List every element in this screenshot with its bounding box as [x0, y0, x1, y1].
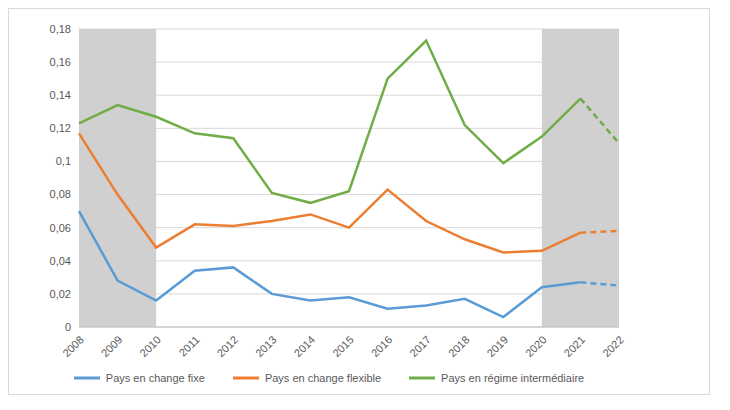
svg-text:0,1: 0,1	[56, 155, 71, 167]
svg-text:0,14: 0,14	[50, 89, 71, 101]
html-text:Pays en change fixe: Pays en change fixe	[105, 372, 205, 384]
svg-text:2022: 2022	[600, 333, 626, 359]
svg-text:2010: 2010	[137, 333, 163, 359]
svg-text:2009: 2009	[99, 333, 125, 359]
svg-text:2017: 2017	[407, 333, 433, 359]
svg-text:2019: 2019	[484, 333, 510, 359]
svg-text:2011: 2011	[176, 333, 201, 358]
svg-text:0,06: 0,06	[50, 222, 71, 234]
svg-text:2021: 2021	[562, 333, 588, 359]
svg-text:2016: 2016	[369, 333, 395, 359]
svg-text:0,12: 0,12	[50, 122, 71, 134]
svg-text:0,04: 0,04	[50, 255, 71, 267]
svg-text:2014: 2014	[292, 333, 318, 359]
svg-text:2020: 2020	[523, 333, 549, 359]
svg-text:2008: 2008	[60, 333, 86, 359]
html-text:Pays en régime intermédiaire: Pays en régime intermédiaire	[441, 372, 585, 384]
svg-text:0,08: 0,08	[50, 188, 71, 200]
svg-text:0,16: 0,16	[50, 56, 71, 68]
svg-text:2018: 2018	[446, 333, 472, 359]
svg-text:2015: 2015	[330, 333, 356, 359]
html-text:Pays en change flexible: Pays en change flexible	[264, 372, 382, 384]
svg-text:2012: 2012	[214, 333, 240, 359]
svg-text:0: 0	[65, 321, 71, 333]
svg-text:0,18: 0,18	[50, 23, 71, 35]
svg-text:2013: 2013	[253, 333, 279, 359]
svg-text:0,02: 0,02	[50, 288, 71, 300]
